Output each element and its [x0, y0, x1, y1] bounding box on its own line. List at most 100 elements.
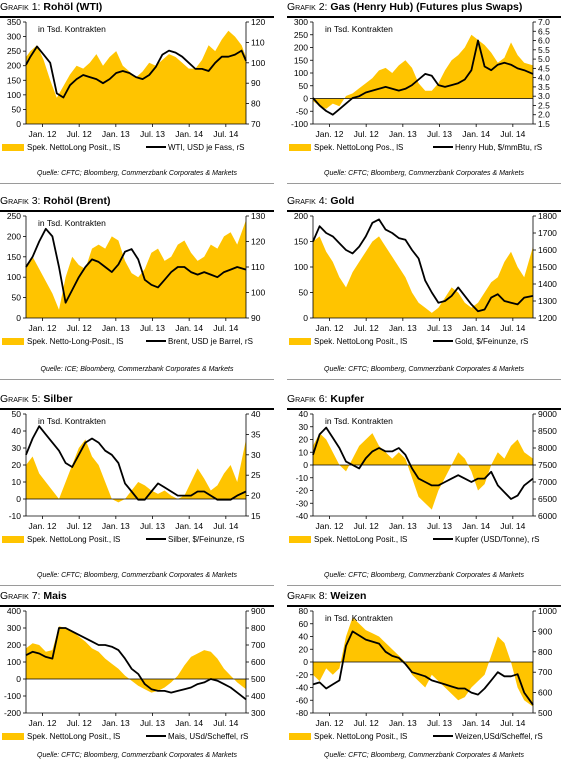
line-series	[312, 218, 534, 313]
right-tick-label: 500	[251, 674, 265, 684]
chart-g3: 250 200 150 100 50 0 130 120 110 100 90 Jan. 12 Jul.…	[2, 211, 265, 346]
chart-header: Grafik 3: Rohöl (Brent)	[0, 194, 274, 212]
left-tick-label: 0	[303, 460, 308, 470]
inner-label: in Tsd. Kontrakten	[38, 416, 106, 426]
source-note: Quelle: CFTC; Bloomberg, Commerzbank Cor…	[37, 752, 237, 759]
chart-g4: 200 150 100 50 0 1800 1700 1600 1500 1400 1300 1200…	[289, 211, 557, 346]
left-tick-label: -10	[9, 511, 22, 521]
area-series	[26, 626, 246, 693]
x-tick-label: Jan. 14	[175, 718, 203, 728]
right-tick-label: 3.5	[538, 82, 550, 92]
legend-swatch-area	[289, 536, 311, 543]
left-tick-label: 200	[7, 231, 21, 241]
left-tick-label: 300	[294, 17, 308, 27]
left-tick-label: 100	[7, 272, 21, 282]
legend-label-line: Kupfer (USD/Tonne), rS	[455, 535, 539, 544]
line-series	[25, 45, 247, 99]
right-tick-label: 100	[251, 288, 265, 298]
line-series	[312, 39, 534, 116]
chart-header: Grafik 8: Weizen	[287, 589, 561, 607]
chart-g5: 50 40 30 20 10 0 -10 40 35 30 25 20 15 Jan. 12 Jul. 12…	[2, 409, 261, 544]
legend-swatch-area	[2, 536, 24, 543]
x-tick-label: Jul. 13	[427, 323, 452, 333]
legend-label-line: Mais, USd/Scheffel, rS	[168, 732, 248, 741]
x-tick-label: Jul. 13	[427, 129, 452, 139]
legend-label-line: Weizen,USd/Scheffel, rS	[455, 732, 543, 741]
left-tick-label: 20	[299, 435, 309, 445]
x-tick-label: Jan. 14	[175, 129, 203, 139]
right-tick-label: 8000	[538, 443, 557, 453]
right-tick-label: 300	[251, 708, 265, 718]
chart-header: Grafik 5: Silber	[0, 392, 274, 410]
x-tick-label: Jul. 14	[500, 323, 525, 333]
chart-heading: Grafik 3: Rohöl (Brent)	[0, 195, 111, 207]
right-tick-label: 110	[251, 37, 265, 47]
chart-heading: Grafik 7: Mais	[0, 590, 67, 602]
legend-swatch-area	[289, 144, 311, 151]
x-tick-label: Jul. 12	[67, 521, 92, 531]
chart-panel-g7: Grafik 7: Mais 400 300 200 100 0 -100 -200 900 8…	[0, 589, 274, 764]
x-tick-label: Jul. 14	[213, 129, 238, 139]
area-series	[313, 433, 533, 510]
left-tick-label: 250	[294, 30, 308, 40]
inner-label: in Tsd. Kontrakten	[325, 613, 393, 623]
chart-title: Rohöl (WTI)	[43, 1, 103, 13]
x-tick-label: Jul. 13	[427, 718, 452, 728]
left-tick-label: -100	[4, 691, 21, 701]
left-tick-label: 250	[7, 211, 21, 221]
legend-label-area: Spek. NettoLong Posit., lS	[314, 732, 407, 741]
inner-label: in Tsd. Kontrakten	[38, 218, 106, 228]
x-tick-label: Jul. 12	[354, 521, 379, 531]
left-tick-label: -20	[296, 670, 309, 680]
right-tick-label: 120	[251, 17, 265, 27]
separator	[287, 379, 561, 380]
left-tick-label: 50	[12, 293, 22, 303]
x-tick-label: Jul. 13	[427, 521, 452, 531]
chart-heading: Grafik 6: Kupfer	[287, 393, 365, 405]
right-tick-label: 40	[251, 409, 261, 419]
right-tick-label: 5.5	[538, 45, 550, 55]
x-tick-label: Jul. 12	[354, 718, 379, 728]
chart-title: Kupfer	[330, 393, 365, 405]
right-tick-label: 30	[251, 450, 261, 460]
right-tick-label: 800	[251, 623, 265, 633]
right-tick-label: 1.5	[538, 119, 550, 129]
x-tick-label: Jan. 13	[102, 521, 130, 531]
chart-title: Gold	[330, 195, 355, 207]
left-tick-label: 200	[7, 640, 21, 650]
area-series	[313, 236, 533, 318]
left-tick-label: 250	[7, 46, 21, 56]
left-tick-label: -60	[296, 695, 309, 705]
left-tick-label: 40	[12, 426, 22, 436]
left-tick-label: 350	[7, 17, 21, 27]
right-tick-label: 900	[251, 606, 265, 616]
x-tick-label: Jul. 14	[500, 521, 525, 531]
left-tick-label: 50	[12, 104, 22, 114]
chart-heading: Grafik 5: Silber	[0, 393, 73, 405]
area-series	[26, 30, 246, 125]
area-series	[313, 34, 533, 109]
chart-header: Grafik 6: Kupfer	[287, 392, 561, 410]
x-tick-label: Jan. 14	[462, 718, 490, 728]
left-tick-label: 10	[12, 477, 22, 487]
left-tick-label: 200	[294, 211, 308, 221]
legend-swatch-area	[2, 144, 24, 151]
chart-header: Grafik 7: Mais	[0, 589, 274, 607]
right-tick-label: 600	[251, 657, 265, 667]
source-note: Quelle: CFTC; Bloomberg, Commerzbank Cor…	[324, 170, 524, 177]
right-tick-label: 120	[251, 237, 265, 247]
right-tick-label: 2.5	[538, 100, 550, 110]
left-tick-label: 100	[294, 68, 308, 78]
left-tick-label: -30	[296, 498, 309, 508]
right-tick-label: 400	[251, 691, 265, 701]
right-tick-label: 70	[251, 119, 261, 129]
x-tick-label: Jan. 14	[462, 129, 490, 139]
x-tick-label: Jul. 14	[213, 718, 238, 728]
line-series	[312, 426, 534, 500]
right-tick-label: 15	[251, 511, 261, 521]
right-tick-label: 800	[538, 647, 552, 657]
right-tick-label: 1000	[538, 606, 557, 616]
source-note: Quelle: CFTC; Bloomberg, Commerzbank Cor…	[37, 170, 237, 177]
chart-heading: Grafik 2: Gas (Henry Hub) (Futures plus …	[287, 1, 523, 13]
right-tick-label: 6000	[538, 511, 557, 521]
